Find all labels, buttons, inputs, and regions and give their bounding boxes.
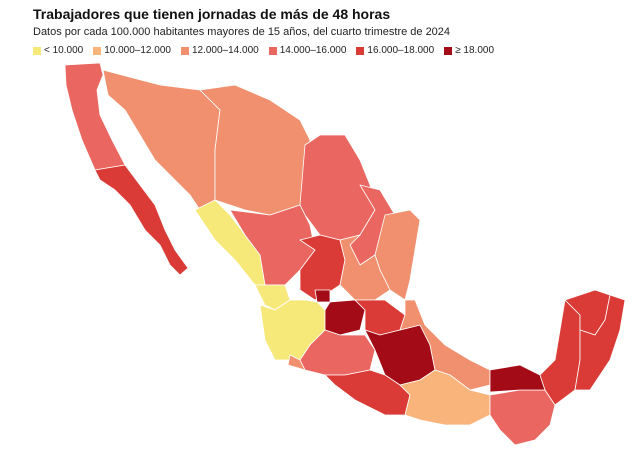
legend-swatch [444, 46, 453, 55]
state [489, 389, 556, 446]
legend-swatch [33, 46, 41, 55]
legend: < 10.000 10.000–12.000 12.000–14.000 14.000… [33, 45, 494, 56]
legend-item: 16.000–18.000 [356, 45, 434, 56]
legend-label: 12.000–14.000 [191, 45, 259, 56]
state [287, 354, 306, 371]
legend-item: < 10.000 [33, 45, 83, 56]
state [64, 62, 126, 171]
state [489, 364, 546, 393]
state [339, 234, 391, 301]
title: Trabajadores que tienen jornadas de más … [33, 6, 391, 22]
legend-item: ≥ 18.000 [444, 45, 494, 56]
legend-swatch [356, 46, 365, 55]
legend-label: 10.000–12.000 [104, 45, 171, 56]
legend-swatch [93, 46, 102, 55]
legend-label: 14.000–16.000 [279, 45, 347, 56]
state [574, 294, 626, 391]
state [199, 84, 311, 216]
legend-item: 10.000–12.000 [93, 45, 171, 56]
state [314, 289, 331, 303]
subtitle: Datos por cada 100.000 habitantes mayore… [33, 26, 451, 38]
legend-label: ≥ 18.000 [455, 45, 495, 56]
state [94, 164, 189, 276]
legend-item: 12.000–14.000 [180, 45, 259, 56]
legend-item: 14.000–16.000 [268, 45, 347, 56]
legend-swatch [268, 46, 277, 55]
state [324, 299, 366, 336]
legend-swatch [180, 46, 189, 55]
state [539, 299, 581, 406]
legend-label: 16.000–18.000 [367, 45, 435, 56]
legend-label: < 10.000 [44, 45, 84, 56]
